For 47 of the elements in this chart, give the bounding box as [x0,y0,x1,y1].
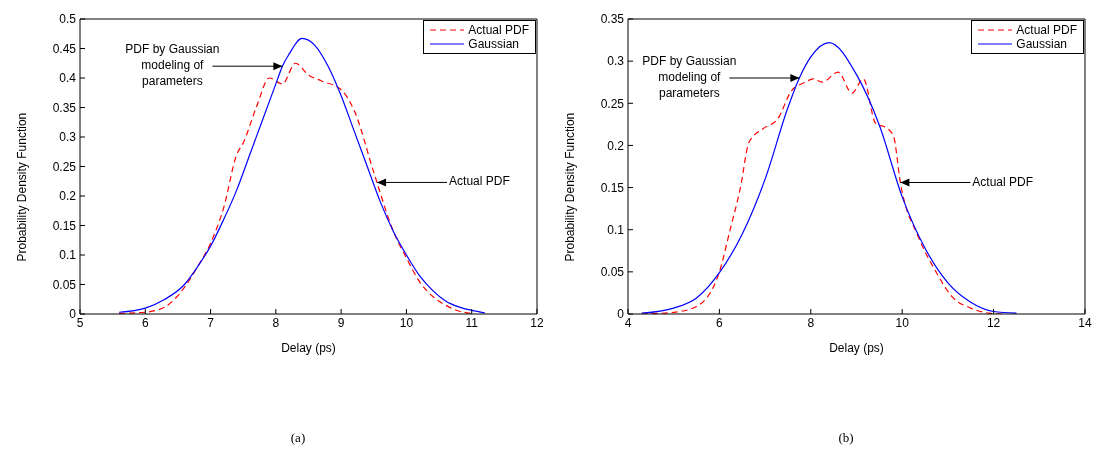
x-tick-label: 10 [399,315,414,330]
x-tick-label: 6 [141,315,149,330]
legend-label: Gaussian [1016,37,1068,51]
annotation: PDF by Gaussian modeling of parameters [642,54,737,101]
y-tick-label: 0.3 [607,54,625,69]
y-tick-label: 0 [617,307,625,322]
annotation: Actual PDF [972,174,1034,189]
x-tick-label: 10 [895,315,910,330]
x-tick-label: 7 [207,315,215,330]
y-tick-label: 0.25 [52,159,77,174]
x-tick-label: 5 [76,315,84,330]
x-tick-label: 12 [530,315,544,330]
x-axis-title: Delay (ps) [829,341,884,355]
legend-label: Actual PDF [1016,23,1077,37]
y-tick-label: 0.05 [600,265,625,280]
y-axis-title: Probability Density Function [15,112,30,262]
y-tick-label: 0.2 [59,189,77,204]
x-axis-title: Delay (ps) [281,341,336,355]
annotation: Actual PDF [449,174,510,189]
y-tick-label: 0.1 [59,248,77,263]
y-tick-label: 0.35 [600,12,625,27]
y-tick-label: 0.35 [52,100,77,115]
y-tick-label: 0 [69,307,77,322]
legend-label: Actual PDF [468,23,529,37]
y-tick-label: 0.05 [52,277,77,292]
x-tick-label: 9 [337,315,345,330]
x-tick-label: 12 [986,315,1001,330]
legend-label: Gaussian [468,37,520,51]
y-axis-title: Probability Density Function [563,112,578,262]
annotation: PDF by Gaussian modeling of parameters [125,42,220,89]
y-tick-label: 0.15 [52,218,77,233]
x-tick-label: 8 [807,315,815,330]
text: (b) [837,430,855,446]
x-tick-label: 14 [1078,315,1092,330]
text: (a) [289,430,307,446]
y-tick-label: 0.15 [600,180,625,195]
x-tick-label: 6 [716,315,724,330]
x-tick-label: 11 [465,315,479,330]
y-tick-label: 0.4 [59,71,77,86]
y-tick-label: 0.1 [607,222,625,237]
y-tick-label: 0.25 [600,96,625,111]
y-tick-label: 0.3 [59,130,77,145]
y-tick-label: 0.2 [607,138,625,153]
x-tick-label: 4 [624,315,632,330]
x-tick-label: 8 [272,315,280,330]
y-tick-label: 0.5 [59,12,77,27]
y-tick-label: 0.45 [52,41,77,56]
